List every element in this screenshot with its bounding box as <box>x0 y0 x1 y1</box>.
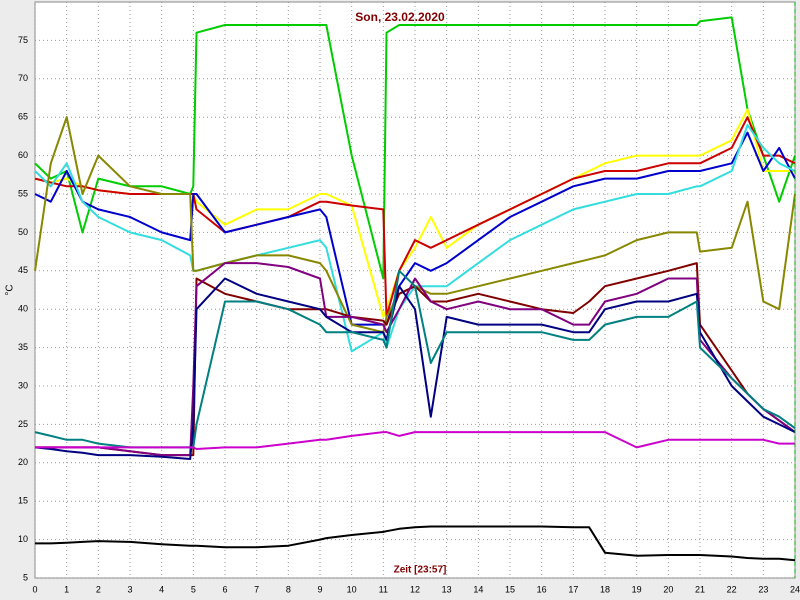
x-tick-label: 13 <box>442 584 452 594</box>
x-tick-label: 0 <box>32 584 37 594</box>
x-tick-label: 23 <box>758 584 768 594</box>
x-tick-label: 5 <box>191 584 196 594</box>
series-line <box>35 431 795 450</box>
series-line <box>34 16 796 280</box>
x-tick-label: 20 <box>663 584 673 594</box>
y-tick-label: 50 <box>18 227 28 237</box>
y-tick-label: 5 <box>23 572 28 582</box>
y-axis-label: °C <box>5 284 16 295</box>
y-tick-label: 35 <box>18 342 28 352</box>
x-tick-label: 14 <box>473 584 483 594</box>
x-tick-label: 10 <box>347 584 357 594</box>
x-tick-label: 9 <box>317 584 322 594</box>
x-tick-label: 1 <box>64 584 69 594</box>
x-tick-label: 12 <box>410 584 420 594</box>
x-tick-label: 8 <box>286 584 291 594</box>
y-tick-label: 70 <box>18 73 28 83</box>
x-tick-label: 19 <box>632 584 642 594</box>
x-tick-label: 3 <box>127 584 132 594</box>
y-tick-label: 10 <box>18 534 28 544</box>
y-tick-label: 25 <box>18 419 28 429</box>
x-tick-label: 7 <box>254 584 259 594</box>
x-tick-label: 22 <box>727 584 737 594</box>
chart-title: Son, 23.02.2020 <box>355 10 445 24</box>
y-tick-label: 45 <box>18 265 28 275</box>
x-tick-label: 15 <box>505 584 515 594</box>
y-tick-label: 55 <box>18 188 28 198</box>
y-tick-label: 15 <box>18 496 28 506</box>
y-tick-label: 30 <box>18 380 28 390</box>
x-tick-label: 21 <box>695 584 705 594</box>
y-tick-label: 40 <box>18 304 28 314</box>
x-axis-label: Zeit [23:57] <box>394 565 447 576</box>
x-tick-label: 11 <box>379 584 388 594</box>
y-tick-label: 75 <box>18 35 28 45</box>
x-tick-label: 2 <box>96 584 101 594</box>
x-tick-label: 16 <box>537 584 547 594</box>
series-line <box>35 262 796 457</box>
x-tick-label: 6 <box>222 584 227 594</box>
series-line <box>34 277 796 460</box>
y-tick-label: 60 <box>18 150 28 160</box>
y-tick-label: 20 <box>18 457 28 467</box>
x-tick-label: 17 <box>568 584 578 594</box>
x-tick-label: 18 <box>600 584 610 594</box>
x-tick-label: 24 <box>790 584 800 594</box>
x-tick-label: 4 <box>159 584 164 594</box>
y-tick-label: 65 <box>18 112 28 122</box>
lines <box>34 16 796 562</box>
series-line <box>35 525 796 562</box>
grid <box>34 2 796 579</box>
